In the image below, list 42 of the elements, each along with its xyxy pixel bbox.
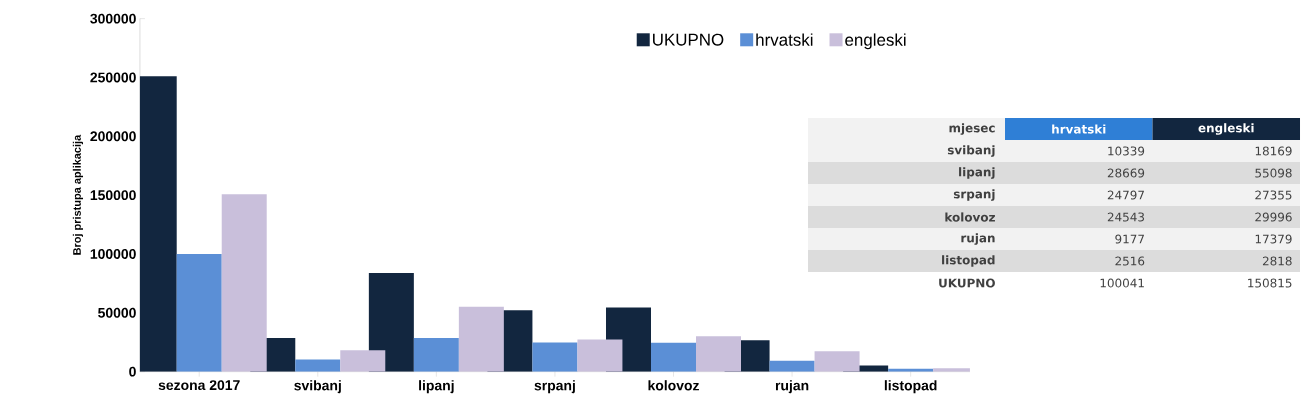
y-tick-label: 300000 <box>90 13 136 24</box>
category-label: srpanj <box>953 189 995 201</box>
y-tick-label: 250000 <box>90 72 136 83</box>
y-tick-label: 100000 <box>90 249 136 259</box>
category-label: svibanj <box>947 145 995 157</box>
category-label: kolovoz <box>945 212 995 222</box>
text: 18169 <box>1255 146 1292 156</box>
text: 28669 <box>1107 168 1145 178</box>
x-tick-label: svibanj <box>294 380 341 394</box>
category-label: lipanj <box>959 167 995 179</box>
y-tick-label: 0 <box>129 366 136 377</box>
text: hrvatski <box>1052 124 1106 134</box>
x-tick-label: lipanj <box>419 380 454 394</box>
text: 27355 <box>1255 190 1292 200</box>
text: 150815 <box>1248 278 1292 288</box>
category-label: listopad <box>942 255 995 267</box>
text: 29996 <box>1255 212 1292 222</box>
legend-label: hrvatski <box>756 33 813 46</box>
category-label: rujan <box>961 233 995 245</box>
text: 17379 <box>1255 234 1292 244</box>
text: 9177 <box>1115 234 1144 244</box>
text: 100041 <box>1100 278 1144 288</box>
text: 24543 <box>1107 212 1145 222</box>
text: UKUPNO <box>939 278 995 288</box>
text: 10339 <box>1108 146 1145 156</box>
x-tick-label: kolovoz <box>648 380 699 391</box>
annotation: mjesec <box>949 123 995 135</box>
x-tick-label: rujan <box>775 380 809 394</box>
x-tick-label: listopad <box>884 380 937 394</box>
y-axis-title: Broj pristupa aplikacija <box>72 134 84 255</box>
y-tick-label: 150000 <box>90 190 136 201</box>
x-tick-label: srpanj <box>534 380 575 394</box>
text: 2516 <box>1115 256 1145 266</box>
y-tick-label: 50000 <box>98 307 136 318</box>
legend-label: engleski <box>845 33 906 50</box>
text: engleski <box>1198 123 1254 135</box>
text: 2818 <box>1262 256 1292 266</box>
text: 55098 <box>1255 168 1292 178</box>
x-tick-label: sezona 2017 <box>158 380 240 391</box>
legend-label: UKUPNO <box>653 33 724 46</box>
text: 24797 <box>1107 190 1144 200</box>
y-tick-label: 200000 <box>90 131 136 142</box>
